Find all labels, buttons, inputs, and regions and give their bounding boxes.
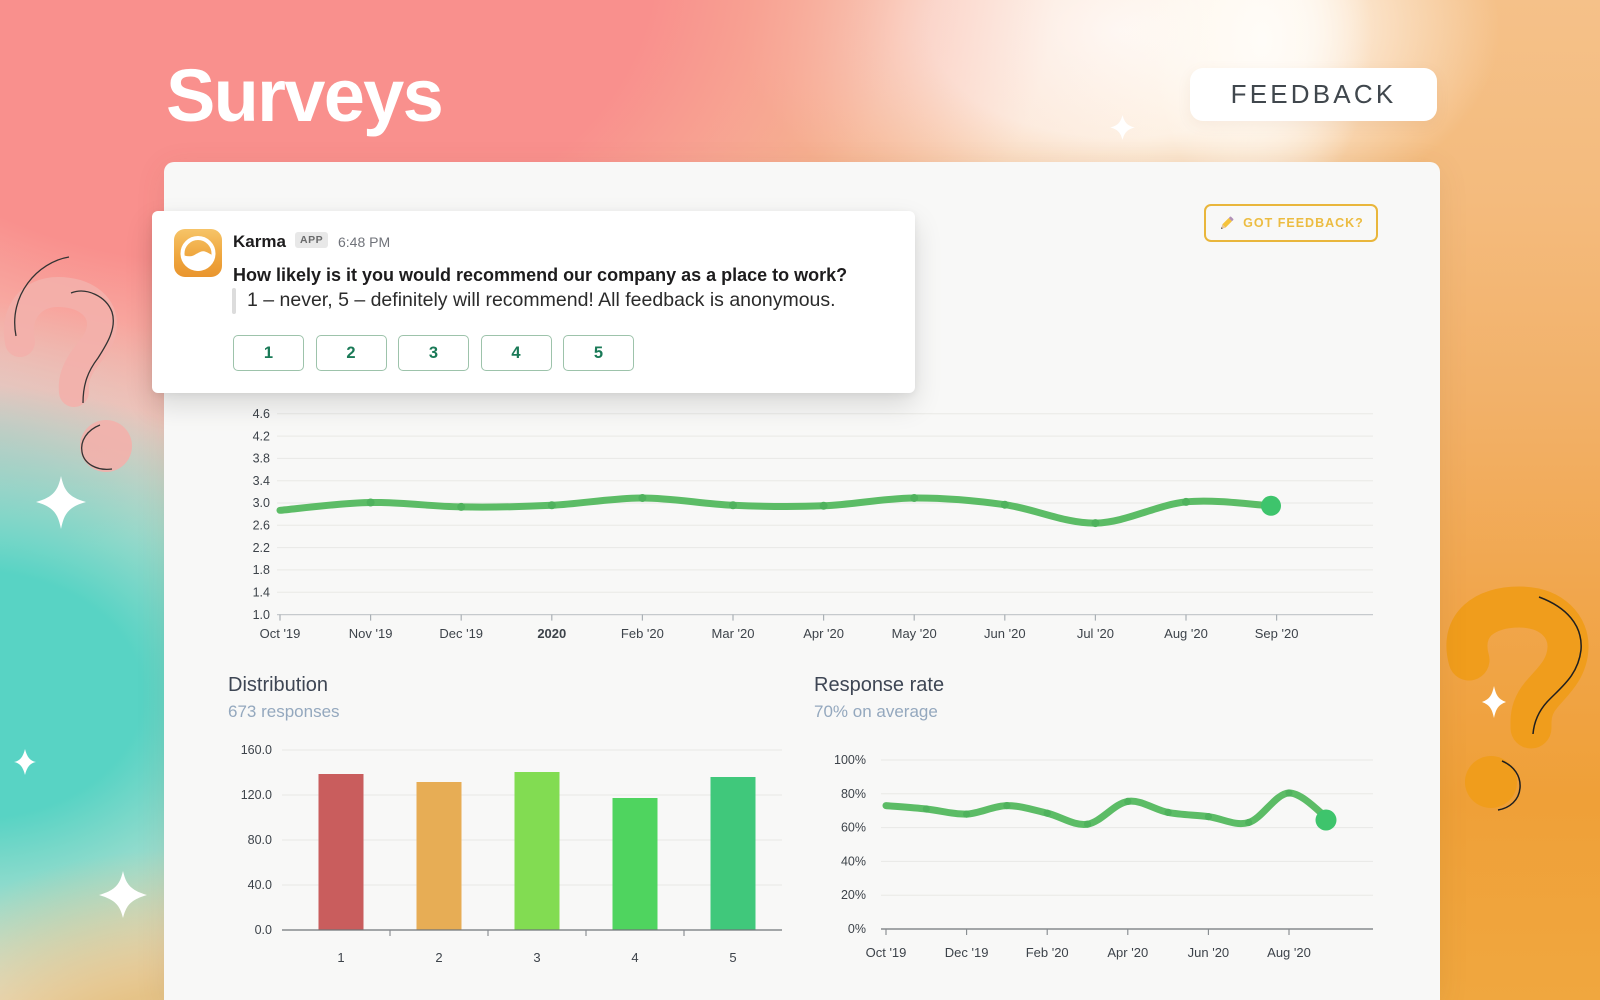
svg-text:0.0: 0.0	[255, 923, 272, 937]
svg-text:40.0: 40.0	[248, 878, 272, 892]
svg-text:673 responses: 673 responses	[228, 702, 340, 721]
svg-text:2: 2	[435, 950, 442, 965]
svg-text:Aug '20: Aug '20	[1164, 626, 1208, 641]
svg-text:4: 4	[631, 950, 638, 965]
svg-text:5: 5	[729, 950, 736, 965]
svg-text:Feb '20: Feb '20	[621, 626, 664, 641]
svg-text:2020: 2020	[537, 626, 566, 641]
svg-text:Nov '19: Nov '19	[349, 626, 393, 641]
svg-text:2.6: 2.6	[253, 519, 270, 533]
svg-text:1.4: 1.4	[253, 585, 270, 599]
svg-text:0%: 0%	[848, 922, 866, 936]
svg-text:Apr '20: Apr '20	[1107, 945, 1148, 960]
svg-text:1.0: 1.0	[253, 608, 270, 622]
svg-text:100%: 100%	[834, 753, 866, 767]
svg-text:Distribution: Distribution	[228, 674, 328, 696]
svg-text:Jul '20: Jul '20	[1077, 626, 1114, 641]
svg-text:80%: 80%	[841, 787, 866, 801]
svg-text:May '20: May '20	[892, 626, 937, 641]
svg-text:2.2: 2.2	[253, 541, 270, 555]
svg-text:60%: 60%	[841, 821, 866, 835]
svg-text:Dec '19: Dec '19	[439, 626, 483, 641]
svg-text:Dec '19: Dec '19	[945, 945, 989, 960]
svg-text:1: 1	[337, 950, 344, 965]
svg-text:20%: 20%	[841, 888, 866, 902]
svg-text:Jun '20: Jun '20	[984, 626, 1026, 641]
svg-text:Response rate: Response rate	[814, 674, 944, 696]
svg-text:3: 3	[533, 950, 540, 965]
svg-text:Mar '20: Mar '20	[712, 626, 755, 641]
svg-text:Jun '20: Jun '20	[1188, 945, 1230, 960]
svg-text:1.8: 1.8	[253, 563, 270, 577]
svg-text:4.2: 4.2	[253, 429, 270, 443]
svg-text:3.0: 3.0	[253, 496, 270, 510]
svg-text:80.0: 80.0	[248, 833, 272, 847]
svg-text:Oct '19: Oct '19	[866, 945, 907, 960]
svg-text:160.0: 160.0	[241, 743, 272, 757]
svg-text:40%: 40%	[841, 854, 866, 868]
svg-text:70% on average: 70% on average	[814, 702, 938, 721]
svg-text:3.8: 3.8	[253, 452, 270, 466]
svg-text:4.6: 4.6	[253, 407, 270, 421]
svg-text:3.4: 3.4	[253, 474, 270, 488]
svg-text:Sep '20: Sep '20	[1255, 626, 1299, 641]
svg-text:Oct '19: Oct '19	[260, 626, 301, 641]
svg-text:Aug '20: Aug '20	[1267, 945, 1311, 960]
svg-text:Apr '20: Apr '20	[803, 626, 844, 641]
svg-text:120.0: 120.0	[241, 788, 272, 802]
svg-text:Feb '20: Feb '20	[1026, 945, 1069, 960]
